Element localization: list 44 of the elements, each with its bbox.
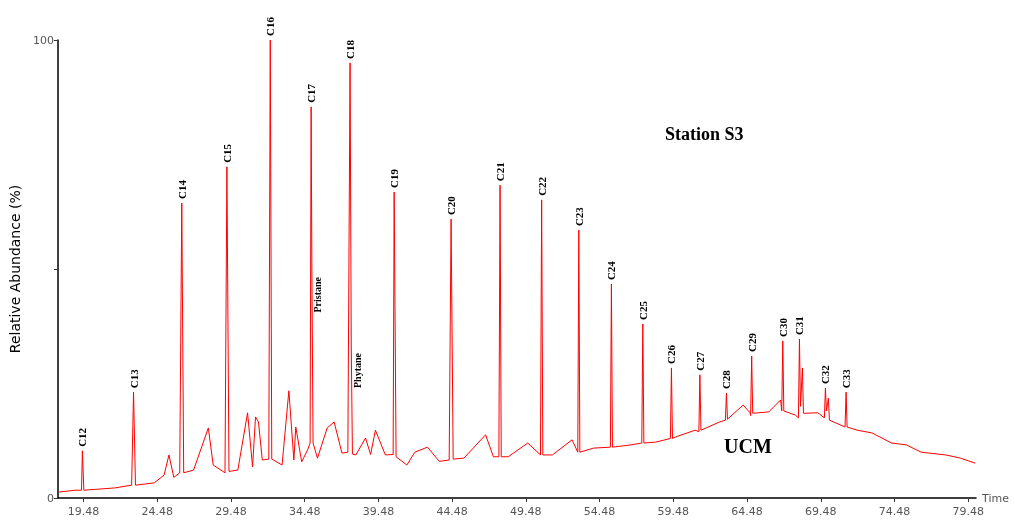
x-tick-label: 74.48 (878, 505, 911, 518)
x-tick-label: 34.48 (288, 505, 321, 518)
annotation: C32 (819, 364, 832, 385)
annotation: C29 (745, 332, 758, 353)
x-tick-label: 54.48 (583, 505, 616, 518)
line-series (58, 39, 976, 493)
annotation: C17 (305, 83, 318, 103)
annotation: C24 (605, 260, 618, 281)
annotation: Station S3 (665, 124, 744, 144)
x-tick-label: 44.48 (436, 505, 468, 518)
annotation: C15 (220, 143, 233, 163)
x-tick-label: 79.48 (952, 505, 985, 518)
annotation: C18 (344, 39, 357, 59)
annotation: C31 (793, 316, 806, 336)
x-tick-label: 29.48 (215, 505, 247, 518)
x-tick-label: 39.48 (362, 505, 395, 518)
annotation: C26 (665, 344, 678, 364)
annotation: C28 (720, 369, 733, 390)
x-tick-label: 64.48 (731, 505, 763, 518)
x-tick-label: 49.48 (510, 505, 542, 518)
annotation: C30 (776, 317, 789, 337)
annotation: C14 (175, 179, 188, 200)
y-tick-label: 0 (46, 491, 54, 505)
annotation: C21 (494, 162, 507, 182)
x-axis-title: Time (981, 491, 1010, 505)
annotation: C20 (445, 195, 458, 216)
x-tick-label: 19.48 (67, 505, 100, 518)
x-tick-label: 24.48 (141, 505, 173, 518)
annotation: UCM (724, 435, 772, 457)
annotation: C23 (572, 206, 585, 227)
annotation: C19 (388, 168, 401, 189)
annotation: C13 (127, 368, 140, 389)
x-tick-label: 69.48 (805, 505, 837, 518)
annotation: C27 (693, 351, 706, 371)
annotation: Pristane (312, 276, 324, 313)
y-axis-title: Relative Abundance (%) (7, 184, 23, 354)
annotation: C25 (636, 300, 649, 320)
annotation: C16 (264, 16, 277, 36)
annotation: C33 (840, 368, 853, 389)
x-tick-label: 59.48 (657, 505, 690, 518)
y-tick-label: 100 (32, 33, 54, 47)
annotation: Phytane (351, 352, 363, 389)
annotation: C22 (535, 176, 548, 196)
annotation: C12 (76, 427, 89, 447)
